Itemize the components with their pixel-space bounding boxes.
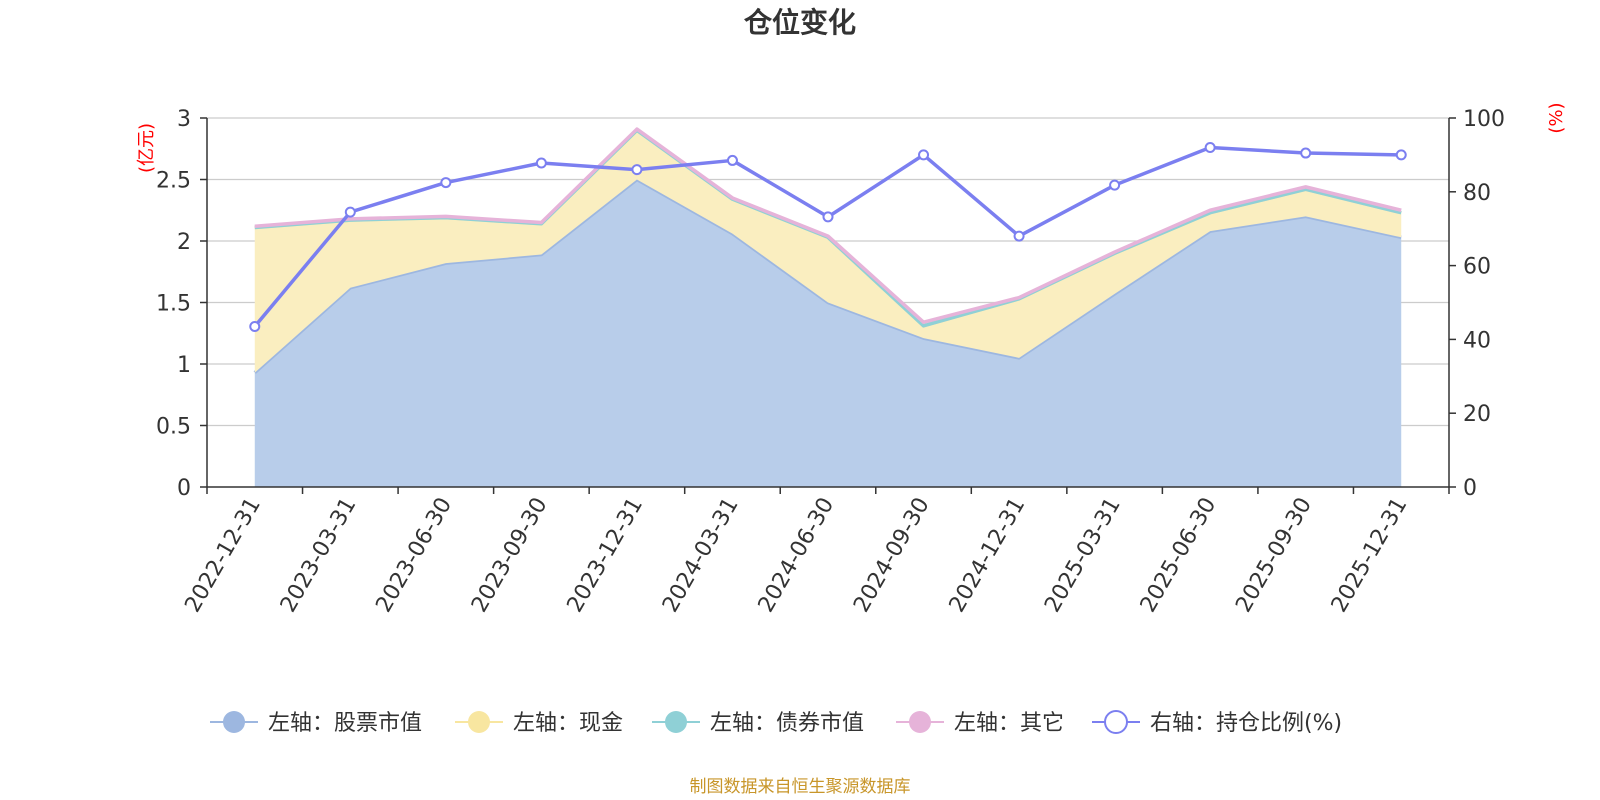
line-左轴：其它 [254, 127, 1402, 324]
point-2024-12-31 [1013, 230, 1025, 242]
left-tick-label-0: 0 [177, 476, 191, 501]
area-左轴：股票市值 [254, 179, 1402, 487]
x-tick-label-2024-12-31: 2024-12-31 [945, 494, 1031, 617]
legend-marker [468, 711, 490, 733]
legend-label: 左轴：现金 [513, 711, 623, 736]
point-2023-03-31 [344, 206, 356, 218]
point-2024-03-31 [726, 154, 738, 166]
x-tick-label-2022-12-31: 2022-12-31 [180, 494, 266, 617]
legend-label: 左轴：其它 [954, 711, 1064, 736]
legend-marker [223, 711, 245, 733]
x-tick-label-2023-09-30: 2023-09-30 [467, 494, 553, 617]
point-2024-06-30 [822, 211, 834, 223]
legend-label: 右轴：持仓比例(%) [1150, 711, 1342, 736]
legend-item-左轴：其它: 左轴：其它 [896, 711, 1064, 736]
left-tick-label-2.5: 2.5 [156, 169, 191, 194]
left-tick-label-3: 3 [177, 107, 191, 132]
left-axis-unit: (亿元) [136, 123, 157, 173]
legend-marker [1104, 710, 1128, 734]
area-series [253, 127, 1402, 487]
right-tick-label-20: 20 [1463, 402, 1491, 427]
point-2022-12-31 [249, 320, 261, 332]
right-tick-label-0: 0 [1463, 476, 1477, 501]
right-tick-label-40: 40 [1463, 328, 1491, 353]
legend-item-左轴：现金: 左轴：现金 [455, 711, 623, 736]
point-2023-06-30 [440, 177, 452, 189]
legend-item-左轴：股票市值: 左轴：股票市值 [210, 711, 422, 736]
legend: 左轴：股票市值 左轴：现金 左轴：债券市值 左轴：其它 右轴：持仓比例(%) [210, 710, 1342, 736]
legend-item-左轴：债券市值: 左轴：债券市值 [652, 711, 864, 736]
legend-marker [909, 711, 931, 733]
left-tick-label-0.5: 0.5 [156, 415, 191, 440]
right-tick-label-100: 100 [1463, 107, 1505, 132]
left-tick-label-1: 1 [177, 353, 191, 378]
x-tick-label-2023-03-31: 2023-03-31 [276, 494, 362, 617]
legend-item-右轴：持仓比例(%): 右轴：持仓比例(%) [1092, 710, 1342, 736]
point-2025-03-31 [1109, 179, 1121, 191]
x-tick-label-2025-06-30: 2025-06-30 [1136, 494, 1222, 617]
x-tick-label-2025-12-31: 2025-12-31 [1327, 494, 1413, 617]
line-series [249, 142, 1407, 332]
chart-title: 仓位变化 [744, 6, 856, 39]
point-2024-09-30 [918, 149, 930, 161]
left-tick-label-2: 2 [177, 230, 191, 255]
point-2025-06-30 [1204, 142, 1216, 154]
x-tick-label-2025-03-31: 2025-03-31 [1040, 494, 1126, 617]
point-2025-12-31 [1395, 149, 1407, 161]
x-tick-label-2024-06-30: 2024-06-30 [754, 494, 840, 617]
point-2025-09-30 [1300, 147, 1312, 159]
data-source-note: 制图数据来自恒生聚源数据库 [690, 777, 911, 797]
x-tick-label-2024-03-31: 2024-03-31 [658, 494, 744, 617]
right-tick-label-80: 80 [1463, 181, 1491, 206]
legend-label: 左轴：股票市值 [268, 711, 422, 736]
legend-label: 左轴：债券市值 [710, 711, 864, 736]
x-tick-label-2023-06-30: 2023-06-30 [371, 494, 457, 617]
right-axis-unit: (%) [1546, 102, 1567, 133]
left-tick-label-1.5: 1.5 [156, 292, 191, 317]
area-左轴：现金 [254, 130, 1402, 373]
x-tick-label-2023-12-31: 2023-12-31 [563, 494, 649, 617]
legend-marker [665, 711, 687, 733]
right-tick-label-60: 60 [1463, 255, 1491, 280]
point-2023-12-31 [631, 164, 643, 176]
point-2023-09-30 [535, 157, 547, 169]
x-tick-label-2024-09-30: 2024-09-30 [849, 494, 935, 617]
x-tick-label-2025-09-30: 2025-09-30 [1231, 494, 1317, 617]
